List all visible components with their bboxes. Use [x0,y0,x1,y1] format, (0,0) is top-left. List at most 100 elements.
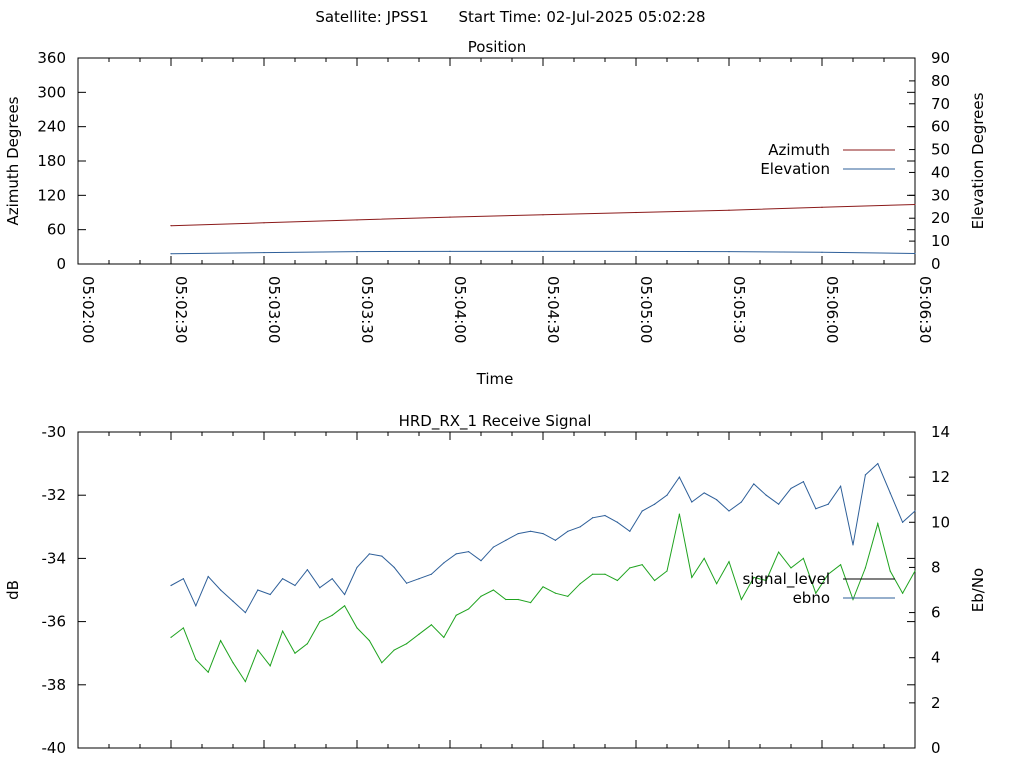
data-point [691,501,693,503]
data-point [244,681,246,683]
data-point [864,474,867,476]
data-point [207,575,209,578]
y2-tick-label: 70 [931,95,950,113]
data-point [282,578,284,580]
y-tick-label: 240 [37,118,66,136]
data-point [319,621,321,623]
data-point [852,598,854,601]
data-point [635,211,637,214]
position-series [170,203,916,255]
data-point [542,532,544,535]
data-point [468,551,470,553]
data-point [802,557,805,560]
data-point [368,639,370,642]
data-point [220,639,222,642]
data-point [753,576,755,578]
data-point [257,649,259,651]
data-point [914,252,916,255]
data-point [344,593,346,596]
data-point [269,593,271,596]
data-point [864,567,867,569]
y2-tick-label: 30 [931,186,950,204]
receive-signal-y2-ticks: 0 2 4 6 8 10 12 14 [909,423,950,757]
data-point [678,513,681,515]
data-point [393,566,395,569]
receive-signal-chart-title: HRD_RX_1 Receive Signal [399,412,592,431]
data-point [195,605,197,607]
data-point [554,539,557,541]
data-point [195,658,197,661]
data-point [728,251,730,253]
data-point [505,539,507,541]
data-point [517,598,519,601]
data-point [821,206,823,208]
data-point [393,649,395,651]
data-point [889,570,891,572]
data-point [430,573,432,575]
data-point [616,521,619,523]
data-point [666,570,668,572]
data-point [902,592,904,594]
data-point [257,589,259,591]
y2-tick-label: 2 [931,694,941,712]
data-point [914,203,916,206]
data-point [728,510,730,512]
y-tick-label: 60 [47,221,66,239]
data-point [449,250,451,253]
data-point [641,510,643,512]
data-point [604,514,606,517]
y2-tick-label: 20 [931,209,950,227]
data-point [740,501,743,503]
data-point [517,532,519,535]
data-point [381,662,383,664]
data-point [629,530,631,532]
y-tick-label: -40 [42,739,67,757]
data-point [778,551,780,553]
data-point [492,589,494,591]
position-y2-axis-label: Elevation Degrees [969,92,987,229]
data-point [654,579,656,582]
data-point [232,662,234,664]
x-tick-label: 05:03:30 [358,276,376,343]
data-point [443,562,445,564]
legend-label-Elevation: Elevation [760,160,830,178]
data-point [220,589,222,591]
data-point [728,209,730,211]
y2-tick-label: 4 [931,649,941,667]
data-point [827,573,829,575]
data-point [344,605,346,607]
data-point [263,222,265,224]
data-point [232,600,234,602]
data-point [542,586,544,588]
data-point [592,517,594,519]
data-point [629,567,631,569]
position-y2-ticks: 0 10 20 30 40 50 60 70 80 90 [909,49,950,273]
satellite-label: Satellite: JPSS1 [315,8,428,26]
data-point [331,578,333,580]
data-point [840,564,842,566]
data-point [505,598,507,601]
data-point [356,566,358,569]
data-point [294,584,296,587]
data-point [802,481,805,483]
data-point [356,251,358,253]
data-point [356,627,358,629]
data-point [170,253,172,255]
y2-tick-label: 90 [931,49,950,67]
y-tick-label: -38 [42,676,67,694]
y2-tick-label: 50 [931,141,950,159]
data-point [554,592,557,594]
data-point [182,627,184,629]
y2-tick-label: 0 [931,739,941,757]
x-tick-label: 05:05:30 [730,276,748,343]
data-point [852,544,854,546]
data-point [827,503,829,505]
data-point [604,573,606,575]
data-point [821,251,823,253]
data-point [815,592,817,594]
data-point [443,636,445,639]
x-tick-label: 05:02:00 [79,276,97,343]
data-point [406,582,408,584]
